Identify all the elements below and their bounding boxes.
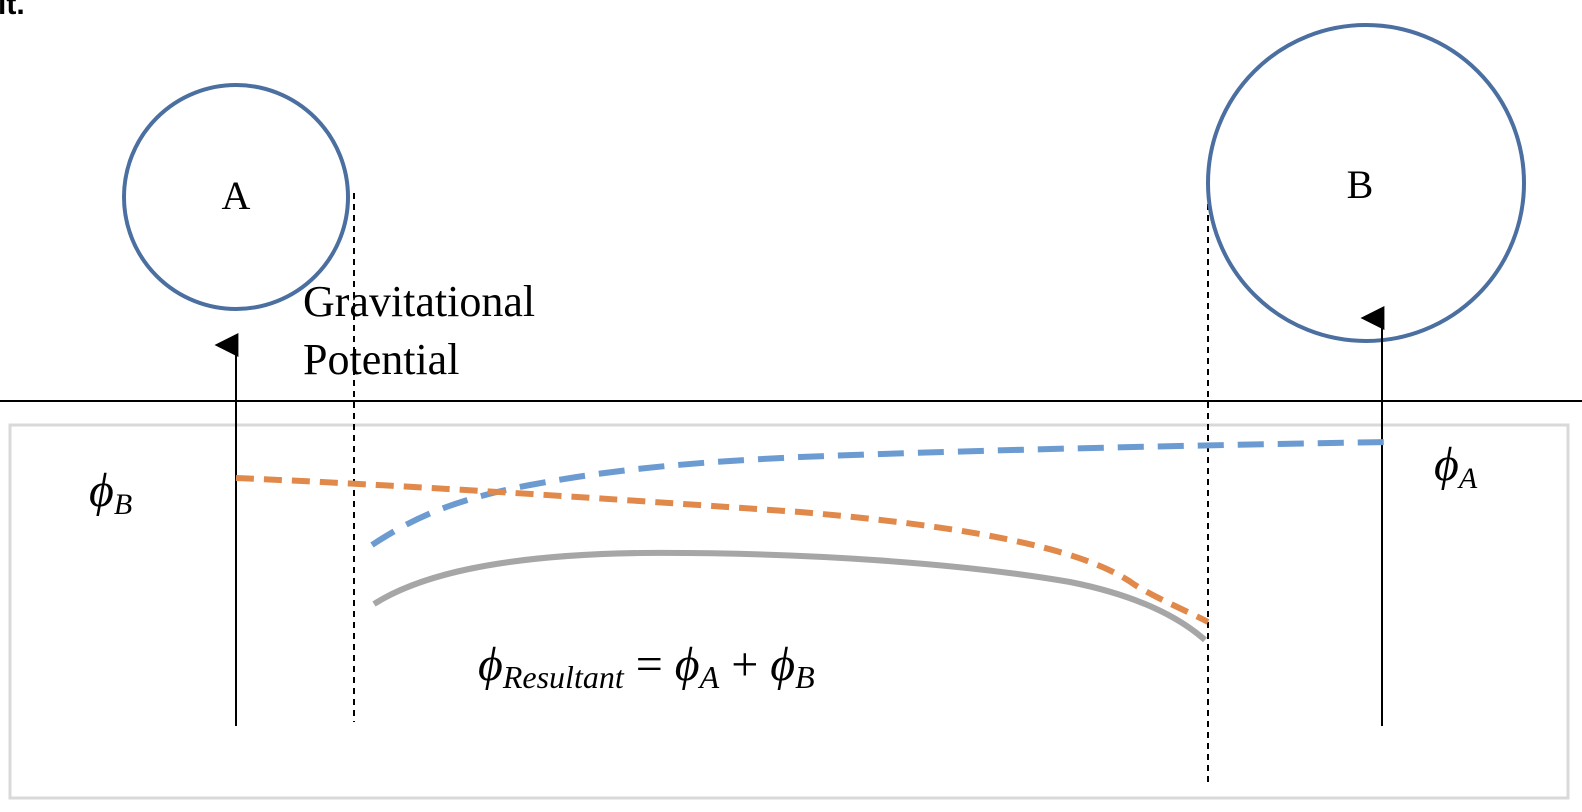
phi-b-curve (235, 475, 1210, 625)
axis-label-line1: Gravitational (303, 277, 535, 326)
body-b-label: B (1347, 162, 1374, 207)
phi-a-label: ϕA (1434, 438, 1478, 495)
top-text-fragment: it. (0, 0, 25, 21)
body-b-circle (1206, 23, 1526, 343)
potential-frame (8, 423, 1570, 800)
axis-label-line2: Potential (303, 335, 459, 384)
phi-b-label: ϕB (89, 464, 132, 521)
body-a-circle (122, 83, 350, 311)
resultant-equation: ϕResultant = ϕA + ϕB (478, 638, 815, 695)
phi-a-curve (370, 439, 1391, 548)
resultant-curve (372, 549, 1207, 643)
body-a-label: A (222, 173, 251, 218)
